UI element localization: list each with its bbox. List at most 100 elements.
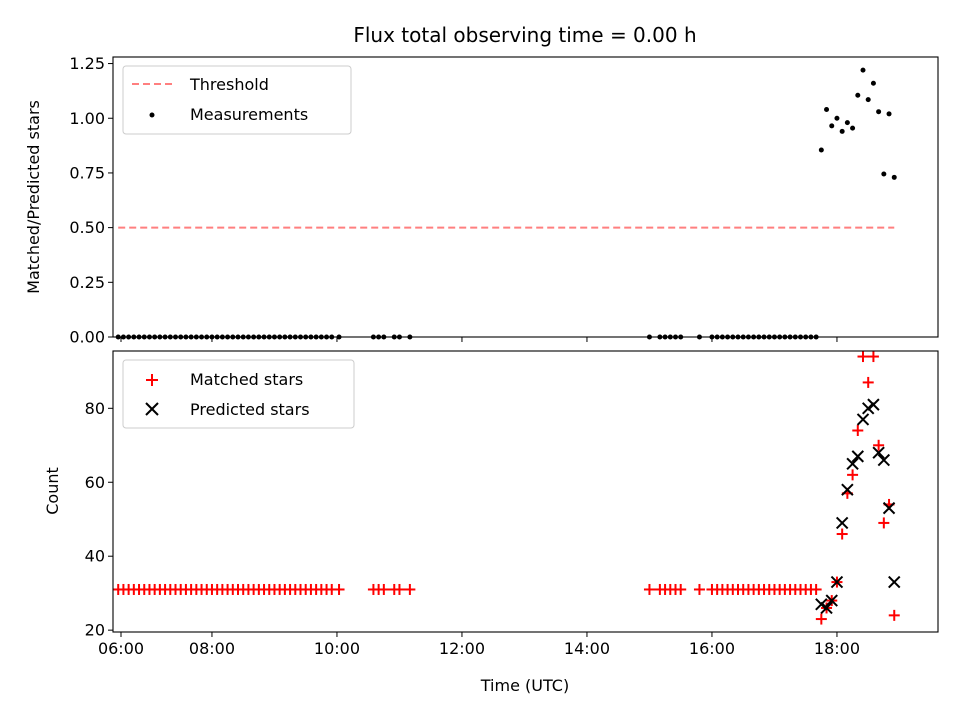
count-series-0-point-48 xyxy=(404,583,416,595)
ratio-series-0-point-89 xyxy=(881,171,887,177)
count-x-tick-4: 14:00 xyxy=(564,632,610,658)
ratio-y-tick-label-3: 0.75 xyxy=(69,163,105,182)
x-axis-label: Time (UTC) xyxy=(480,676,569,695)
count-y-tick-label-0: 20 xyxy=(85,621,105,640)
count-series-0-point-76 xyxy=(810,583,822,595)
count-series-0-point-54 xyxy=(675,583,687,595)
count-series-0-point-45 xyxy=(378,583,390,595)
count-y-tick-2: 60 xyxy=(85,473,113,492)
count-series-0-point-86 xyxy=(862,376,874,388)
count-series-0 xyxy=(112,351,900,625)
count-y-tick-label-2: 60 xyxy=(85,473,105,492)
count-series-0-point-42 xyxy=(333,583,345,595)
count-series-1-point-1 xyxy=(820,601,833,615)
ratio-y-tick-5: 1.25 xyxy=(69,54,113,73)
count-y-tick-0: 20 xyxy=(85,621,113,640)
count-series-0-point-47 xyxy=(393,583,405,595)
count-y-tick-label-3: 80 xyxy=(85,399,105,418)
count-series-1-point-13 xyxy=(882,501,896,515)
count-series-0-point-85 xyxy=(857,351,869,363)
count-x-tick-5: 16:00 xyxy=(689,632,735,658)
count-x-tick-3: 12:00 xyxy=(439,632,485,658)
count-series-1-point-11 xyxy=(872,446,885,459)
count-series-1-point-12 xyxy=(877,453,891,467)
ratio-panel: Flux total observing time = 0.00 h Match… xyxy=(24,23,939,347)
count-x-tick-0: 06:00 xyxy=(98,632,144,658)
ratio-series-0-point-77 xyxy=(818,147,824,153)
ratio-legend-box xyxy=(122,65,352,135)
ratio-y-tick-2: 0.50 xyxy=(69,218,113,237)
ratio-y-tick-label-0: 0.00 xyxy=(69,328,105,347)
ratio-y-tick-0: 0.00 xyxy=(69,328,113,347)
count-series-0-point-77 xyxy=(815,613,827,625)
count-legend: Matched stars Predicted stars xyxy=(122,359,355,429)
legend-measurements-swatch xyxy=(149,112,155,118)
count-series-0-point-87 xyxy=(867,351,879,363)
count-x-tick-label-0: 06:00 xyxy=(98,639,144,658)
count-series-1-point-2 xyxy=(825,594,838,607)
count-series-1-point-6 xyxy=(846,457,859,470)
count-x-tick-label-4: 14:00 xyxy=(564,639,610,658)
count-x-tick-label-3: 12:00 xyxy=(439,639,485,658)
ratio-series-0-point-83 xyxy=(850,125,856,131)
ratio-y-tick-label-4: 1.00 xyxy=(69,109,105,128)
ratio-legend: Threshold Measurements xyxy=(122,65,352,135)
ratio-series-0-point-79 xyxy=(829,123,835,129)
ratio-axes-frame xyxy=(112,56,939,338)
count-y-tick-1: 40 xyxy=(85,547,113,566)
legend-matched-label: Matched stars xyxy=(190,370,303,389)
count-series-0-point-91 xyxy=(888,609,900,621)
ratio-y-tick-label-5: 1.25 xyxy=(69,54,105,73)
ratio-series-0-point-84 xyxy=(855,92,861,98)
count-series-1-point-10 xyxy=(867,398,880,411)
count-y-axis-label: Count xyxy=(43,467,62,515)
ratio-series-0-point-78 xyxy=(824,107,830,112)
ratio-y-axis-label: Matched/Predicted stars xyxy=(24,100,43,294)
count-series-1-point-5 xyxy=(841,483,854,496)
legend-measurements-label: Measurements xyxy=(190,105,308,124)
count-series-0-point-81 xyxy=(836,528,848,540)
count-series-0-point-55 xyxy=(693,583,705,595)
ratio-y-tick-4: 1.00 xyxy=(69,109,113,128)
count-x-tick-6: 18:00 xyxy=(814,632,860,658)
count-x-tick-label-2: 10:00 xyxy=(314,639,360,658)
ratio-series-0-point-81 xyxy=(839,128,845,134)
count-series-1-point-4 xyxy=(835,516,849,530)
legend-matched-swatch xyxy=(146,374,158,386)
ratio-series-0-point-85 xyxy=(860,67,866,73)
count-series-0-point-88 xyxy=(873,439,885,451)
count-axes-frame xyxy=(112,350,939,633)
legend-predicted-swatch xyxy=(145,402,159,416)
ratio-y-tick-label-1: 0.25 xyxy=(69,273,105,292)
count-series-0-point-84 xyxy=(852,424,864,436)
legend-threshold-label: Threshold xyxy=(189,75,269,94)
ratio-y-tick-3: 0.75 xyxy=(69,163,113,182)
count-series-1-point-9 xyxy=(862,402,875,415)
chart-title: Flux total observing time = 0.00 h xyxy=(353,23,696,47)
count-series-1-point-14 xyxy=(888,575,901,589)
count-x-tick-label-6: 18:00 xyxy=(814,639,860,658)
ratio-series-0-point-88 xyxy=(876,109,882,115)
count-series-1-point-7 xyxy=(851,450,864,463)
ratio-series-0-point-86 xyxy=(865,97,871,103)
ratio-series-0-point-91 xyxy=(891,174,897,180)
count-series-1-point-3 xyxy=(830,575,844,589)
count-series-0-point-49 xyxy=(643,583,655,595)
count-series-1 xyxy=(815,398,901,615)
count-legend-box xyxy=(122,359,355,429)
count-x-tick-label-1: 08:00 xyxy=(189,639,235,658)
count-x-tick-2: 10:00 xyxy=(314,632,360,658)
ratio-series-0-point-80 xyxy=(834,115,840,121)
ratio-y-tick-label-2: 0.50 xyxy=(69,218,105,237)
ratio-series-0-point-90 xyxy=(886,111,892,117)
count-series-0-point-89 xyxy=(878,517,890,529)
count-panel: Count Time (UTC) 06:00 08:00 10:00 12:00 14:… xyxy=(43,350,939,695)
ratio-y-tick-1: 0.25 xyxy=(69,273,113,292)
count-x-tick-label-5: 16:00 xyxy=(689,639,735,658)
legend-predicted-label: Predicted stars xyxy=(190,400,310,419)
ratio-series-0-point-87 xyxy=(870,80,876,86)
count-y-tick-label-1: 40 xyxy=(85,547,105,566)
count-series-1-point-0 xyxy=(815,598,828,611)
ratio-series-0-point-82 xyxy=(844,120,850,126)
